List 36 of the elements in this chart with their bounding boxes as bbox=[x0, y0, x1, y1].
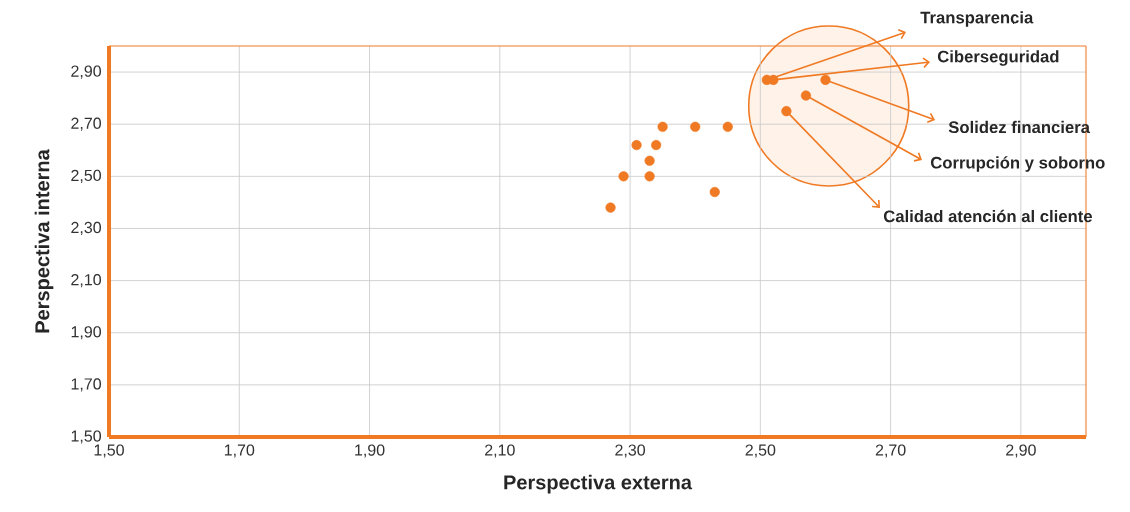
point bbox=[800, 90, 812, 101]
point bbox=[644, 155, 655, 166]
x-tick-label: 2,70 bbox=[875, 444, 906, 458]
point bbox=[709, 186, 720, 198]
y-tick-label: 2,50 bbox=[71, 169, 102, 183]
point bbox=[631, 139, 642, 151]
point bbox=[657, 121, 668, 132]
y-tick-label: 1,90 bbox=[71, 326, 102, 340]
annotation: Calidad atención al cliente bbox=[883, 209, 1092, 223]
y-tick-label: 2,10 bbox=[71, 274, 102, 288]
y-tick-label: 2,90 bbox=[71, 65, 102, 79]
x-tick-label: 2,50 bbox=[745, 444, 776, 458]
x-tick-label: 2,30 bbox=[615, 444, 646, 458]
x-tick-label: 2,90 bbox=[1006, 444, 1036, 458]
x-tick-label: 1,50 bbox=[94, 444, 124, 458]
annotation: Solidez financiera bbox=[948, 120, 1091, 134]
point bbox=[722, 121, 733, 132]
y-tick-label: 1,70 bbox=[71, 378, 102, 392]
annotation: Ciberseguridad bbox=[937, 50, 1059, 66]
x-tick-label: 1,70 bbox=[224, 444, 255, 458]
point bbox=[605, 202, 616, 213]
x-axis-title: Perspectiva externa bbox=[504, 474, 693, 494]
point bbox=[618, 171, 629, 182]
point bbox=[644, 171, 655, 182]
x-tick-label: 1,90 bbox=[355, 444, 385, 458]
x-tick-label: 2,10 bbox=[485, 444, 515, 458]
y-tick-label: 1,50 bbox=[71, 430, 102, 444]
point bbox=[690, 121, 701, 132]
annotation: Corrupción y soborno bbox=[930, 156, 1105, 172]
point bbox=[820, 74, 831, 85]
point bbox=[781, 106, 792, 117]
y-tick-label: 2,30 bbox=[71, 221, 102, 236]
y-axis-title: Perspectiva interna bbox=[34, 149, 54, 333]
y-tick-label: 2,70 bbox=[71, 117, 102, 131]
point bbox=[651, 139, 662, 151]
annotation: Transparencia bbox=[920, 11, 1034, 27]
